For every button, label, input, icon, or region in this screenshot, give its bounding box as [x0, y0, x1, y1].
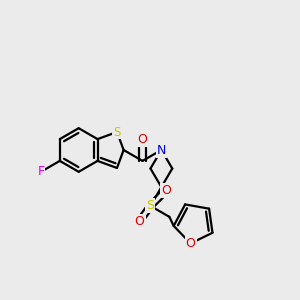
Text: O: O: [186, 237, 196, 250]
Text: O: O: [161, 184, 171, 197]
Text: S: S: [146, 200, 154, 212]
Text: O: O: [135, 215, 145, 228]
Text: N: N: [157, 143, 166, 157]
Text: S: S: [113, 125, 121, 139]
Text: F: F: [38, 165, 44, 178]
Text: O: O: [138, 133, 147, 146]
